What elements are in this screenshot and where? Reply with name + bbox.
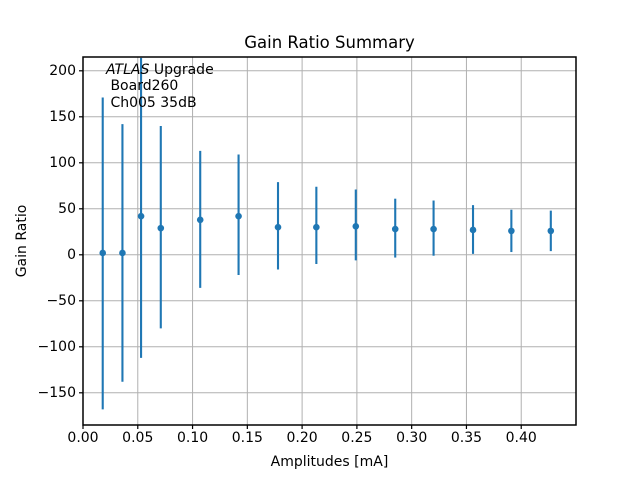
chart-title: Gain Ratio Summary xyxy=(244,33,415,52)
y-tick-label: 100 xyxy=(49,154,76,171)
annotation-board: Board260 xyxy=(106,78,179,95)
x-tick-label: 0.20 xyxy=(286,430,318,446)
data-point-marker xyxy=(274,223,282,231)
x-tick-label: 0.40 xyxy=(505,430,537,446)
y-tick-label: 0 xyxy=(67,246,76,263)
data-point-marker xyxy=(508,227,515,235)
annotation-line1-rest: Upgrade xyxy=(149,62,214,78)
y-tick-label: −150 xyxy=(37,384,76,401)
y-tick-label: −100 xyxy=(37,338,76,355)
data-point-marker xyxy=(196,216,204,224)
annotation-text: ATLAS Upgrade Board260 Ch005 35dB xyxy=(106,62,214,111)
annotation-experiment: ATLAS xyxy=(106,62,150,78)
x-tick-label: 0.00 xyxy=(67,430,99,446)
x-tick-label: 0.25 xyxy=(341,430,373,446)
data-point-marker xyxy=(235,212,242,220)
data-point-marker xyxy=(430,225,437,233)
annotation-line-1: ATLAS Upgrade xyxy=(106,62,214,78)
data-point-marker xyxy=(547,227,555,235)
plot-border xyxy=(82,56,577,426)
data-point-marker xyxy=(469,226,477,234)
x-tick-label: 0.05 xyxy=(122,430,154,446)
x-tick-label: 0.15 xyxy=(231,430,263,446)
y-tick-label: 50 xyxy=(58,200,76,217)
data-point-marker xyxy=(391,225,399,233)
data-point-marker xyxy=(313,223,320,231)
y-tick-label: −50 xyxy=(46,292,76,309)
x-tick-label: 0.35 xyxy=(450,430,483,446)
data-point-marker xyxy=(119,249,126,257)
data-point-marker xyxy=(157,224,165,232)
annotation-channel: Ch005 35dB xyxy=(106,94,197,111)
x-axis-label: Amplitudes [mA] xyxy=(270,454,389,470)
x-tick-label: 0.30 xyxy=(396,430,428,446)
y-tick-label: 150 xyxy=(49,108,76,125)
data-point-marker xyxy=(137,212,145,220)
x-tick-label: 0.10 xyxy=(176,430,209,446)
data-point-marker xyxy=(99,249,107,257)
data-point-marker xyxy=(352,222,360,230)
y-tick-label: 200 xyxy=(49,62,76,79)
